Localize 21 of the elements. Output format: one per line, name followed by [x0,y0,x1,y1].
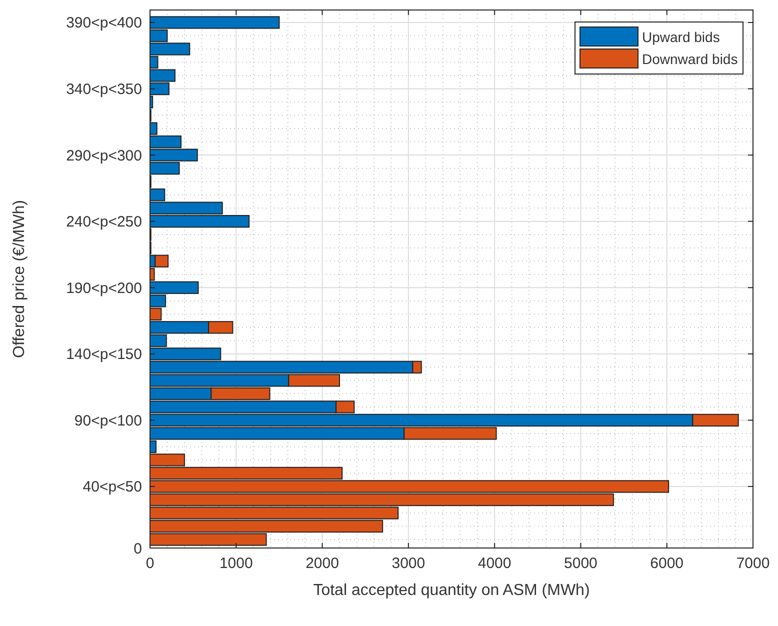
x-tick-label: 2000 [306,555,339,572]
y-tick-label: 240<p<250 [66,214,142,231]
y-tick-label: 140<p<150 [66,346,142,364]
y-axis-title: Offered price (€/MWh) [11,200,28,358]
y-tick-label: 190<p<200 [66,280,142,297]
x-tick-label: 3000 [392,555,426,572]
legend-label: Downward bids [642,50,738,67]
x-tick-label: 0 [146,555,154,572]
x-tick-label: 5000 [564,555,598,572]
x-tick-label: 6000 [650,555,684,572]
x-axis-title: Total accepted quantity on ASM (MWh) [313,582,590,599]
legend-label: Upward bids [642,28,720,45]
x-tick-label: 4000 [478,555,512,572]
y-tick-label: 290<p<300 [66,147,142,164]
x-tick-label: 7000 [736,555,770,572]
y-tick-label: 40<p<50 [82,478,142,496]
y-tick-label: 340<p<350 [66,81,142,98]
y-tick-label: 90<p<100 [74,412,142,430]
text: 0 [134,540,142,558]
y-tick-label: 390<p<400 [66,14,142,32]
x-tick-label: 1000 [219,555,253,572]
